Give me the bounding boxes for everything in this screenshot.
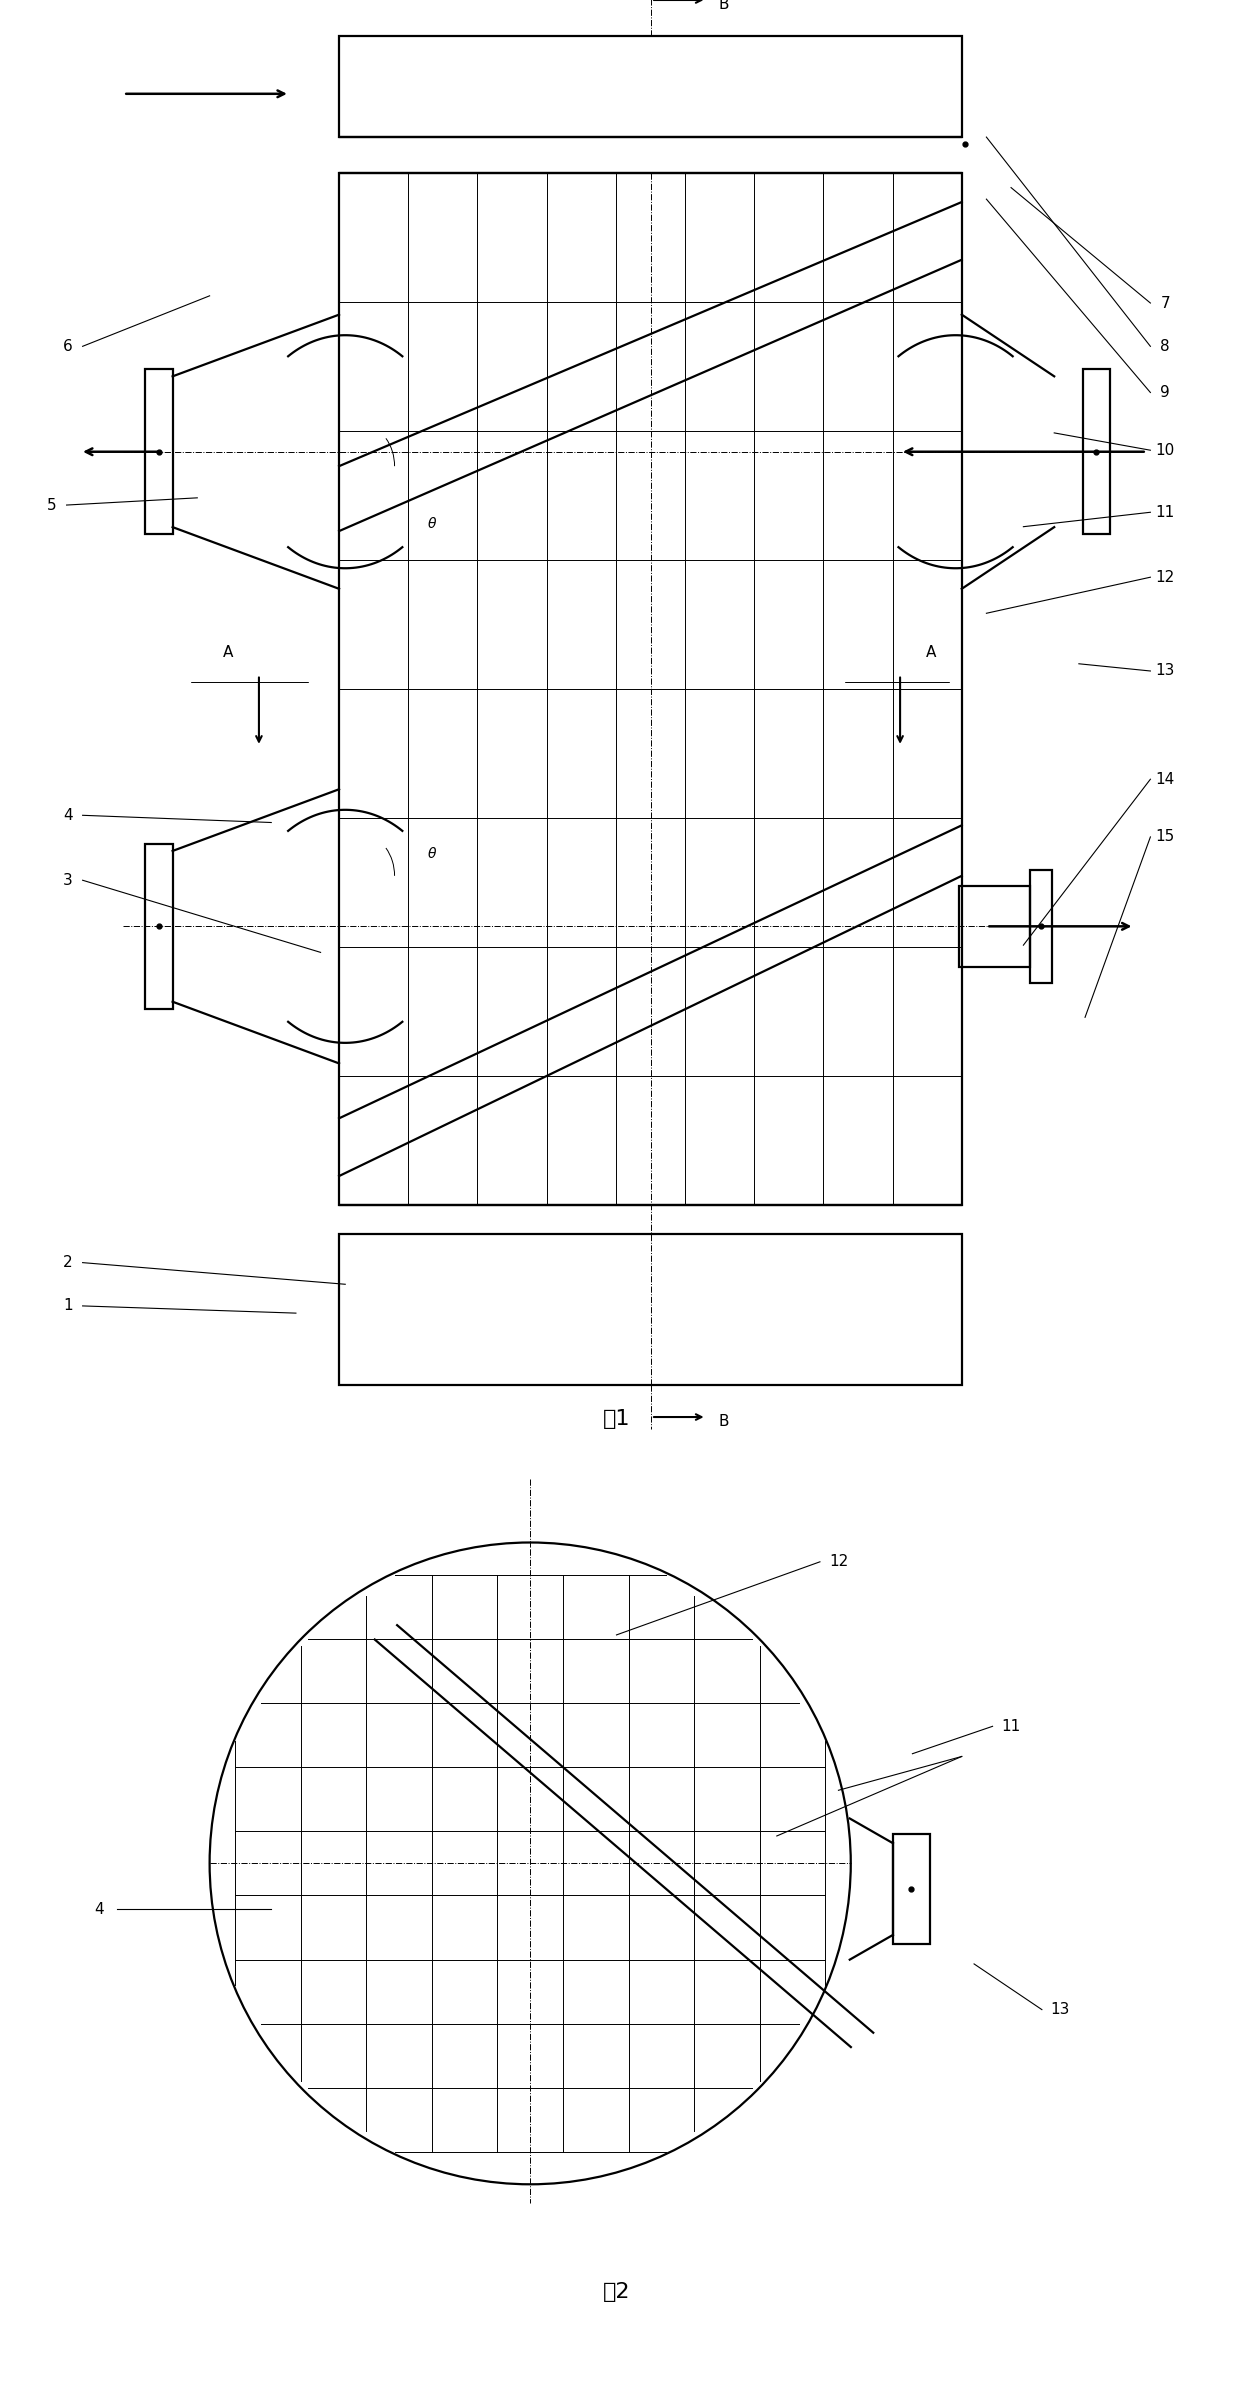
- Bar: [145, 844, 173, 1008]
- Text: 12: 12: [1155, 570, 1175, 584]
- Bar: [339, 1234, 962, 1385]
- Text: A: A: [223, 645, 233, 661]
- Text: 8: 8: [1160, 339, 1170, 354]
- Text: 11: 11: [1155, 505, 1175, 519]
- Bar: [893, 1835, 930, 1943]
- Text: 6: 6: [63, 339, 73, 354]
- Text: θ: θ: [428, 847, 435, 861]
- Text: 15: 15: [1155, 830, 1175, 844]
- Bar: [339, 36, 962, 137]
- Bar: [339, 173, 962, 1205]
- Text: 3: 3: [63, 873, 73, 887]
- Text: B: B: [719, 0, 730, 12]
- Text: θ: θ: [428, 517, 435, 532]
- Text: 9: 9: [1160, 385, 1170, 399]
- Text: B: B: [719, 1414, 730, 1429]
- Text: 图1: 图1: [603, 1409, 630, 1429]
- Bar: [1083, 370, 1110, 534]
- Bar: [1030, 871, 1052, 984]
- Bar: [145, 370, 173, 534]
- Text: 11: 11: [1001, 1720, 1021, 1734]
- Text: 4: 4: [94, 1902, 104, 1917]
- Text: 14: 14: [1155, 772, 1175, 786]
- Text: 13: 13: [1051, 2001, 1070, 2018]
- Text: 图2: 图2: [603, 2282, 630, 2302]
- Bar: [959, 885, 1030, 967]
- Text: 12: 12: [829, 1554, 848, 1570]
- Text: 10: 10: [1155, 443, 1175, 457]
- Text: 13: 13: [1155, 664, 1175, 678]
- Text: 2: 2: [63, 1255, 73, 1270]
- Text: 7: 7: [1160, 296, 1170, 310]
- Text: 5: 5: [47, 498, 57, 512]
- Text: 1: 1: [63, 1299, 73, 1313]
- Text: A: A: [926, 645, 936, 661]
- Text: 4: 4: [63, 808, 73, 823]
